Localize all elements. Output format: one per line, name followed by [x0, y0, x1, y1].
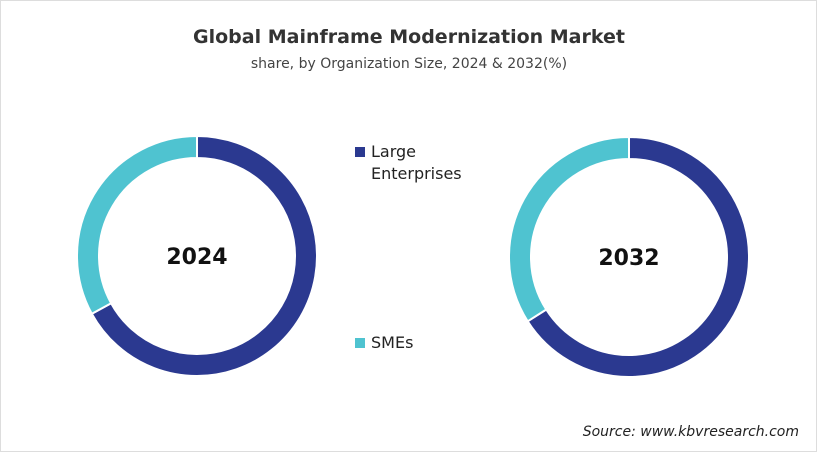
- donut-segment: [90, 134, 318, 377]
- legend-label: SMEs: [371, 333, 414, 352]
- legend-label: Large Enterprises: [371, 142, 462, 183]
- source: Source: www.kbvresearch.com: [583, 424, 799, 440]
- donut-segment: [508, 135, 630, 323]
- donut-segment: [526, 135, 750, 378]
- chart-title: Global Mainframe Modernization Market: [193, 26, 625, 48]
- legend-swatch: [355, 147, 365, 157]
- chart-subtitle: share, by Organization Size, 2024 & 2032…: [251, 56, 567, 72]
- donut-label: 2024: [166, 245, 227, 270]
- legend-item: SMEs: [355, 332, 495, 354]
- donut-label: 2032: [598, 246, 659, 271]
- legend-swatch: [355, 338, 365, 348]
- legend-item: Large Enterprises: [355, 141, 495, 185]
- donut-segment: [76, 134, 198, 316]
